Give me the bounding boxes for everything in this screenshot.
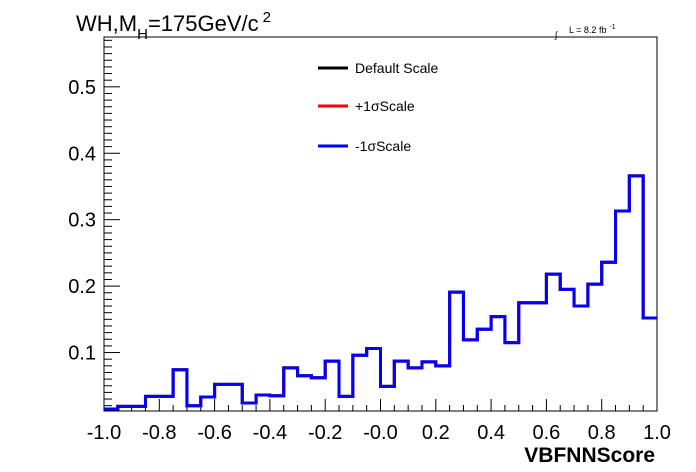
y-axis: 0.1 0.2 0.3 0.4 0.5 (68, 39, 120, 407)
y-tick-label: 0.4 (68, 143, 96, 165)
x-tick-label: -0.0 (363, 422, 397, 444)
legend-label-0: Default Scale (355, 60, 438, 76)
title-subscript: H (137, 26, 148, 43)
legend: Default Scale +1σScale -1σScale (318, 60, 438, 154)
x-tick-label: -0.2 (308, 422, 342, 444)
x-axis-title: VBFNNScore (524, 444, 655, 467)
series-layer (104, 174, 657, 411)
title-rest: =175GeV/c (148, 11, 259, 36)
y-tick-label: 0.2 (68, 276, 96, 298)
x-tick-label: 0.2 (422, 422, 450, 444)
x-tick-label: 0.6 (532, 422, 560, 444)
x-tick-label: -0.6 (197, 422, 231, 444)
x-tick-label: -0.4 (253, 422, 287, 444)
legend-label-2: -1σScale (355, 138, 411, 154)
title-main: WH,M (76, 11, 137, 36)
lumi-label: L = 8.2 fb -1 (569, 24, 616, 35)
title-superscript: 2 (263, 9, 271, 26)
series-line-2 (104, 174, 657, 411)
x-tick-label: 1.0 (643, 422, 671, 444)
x-axis: -1.0 -0.8 -0.6 -0.4 -0.2 -0.0 0.2 0.4 0.6 0.8 1.0 (87, 399, 671, 444)
lumi-value: L = 8.2 fb (569, 25, 606, 35)
y-tick-label: 0.3 (68, 210, 96, 232)
lumi-integral-sign: ∫ (554, 30, 559, 40)
x-tick-label: 0.4 (477, 422, 505, 444)
y-tick-label: 0.5 (68, 77, 96, 99)
x-tick-label: 0.8 (588, 422, 616, 444)
x-tick-label: -1.0 (87, 422, 121, 444)
lumi-superscript: -1 (609, 24, 615, 31)
x-tick-label: -0.8 (142, 422, 176, 444)
y-tick-label: 0.1 (68, 343, 96, 365)
chart-title: WH,MH=175GeV/c 2 (76, 9, 271, 43)
legend-label-1: +1σScale (355, 98, 415, 114)
